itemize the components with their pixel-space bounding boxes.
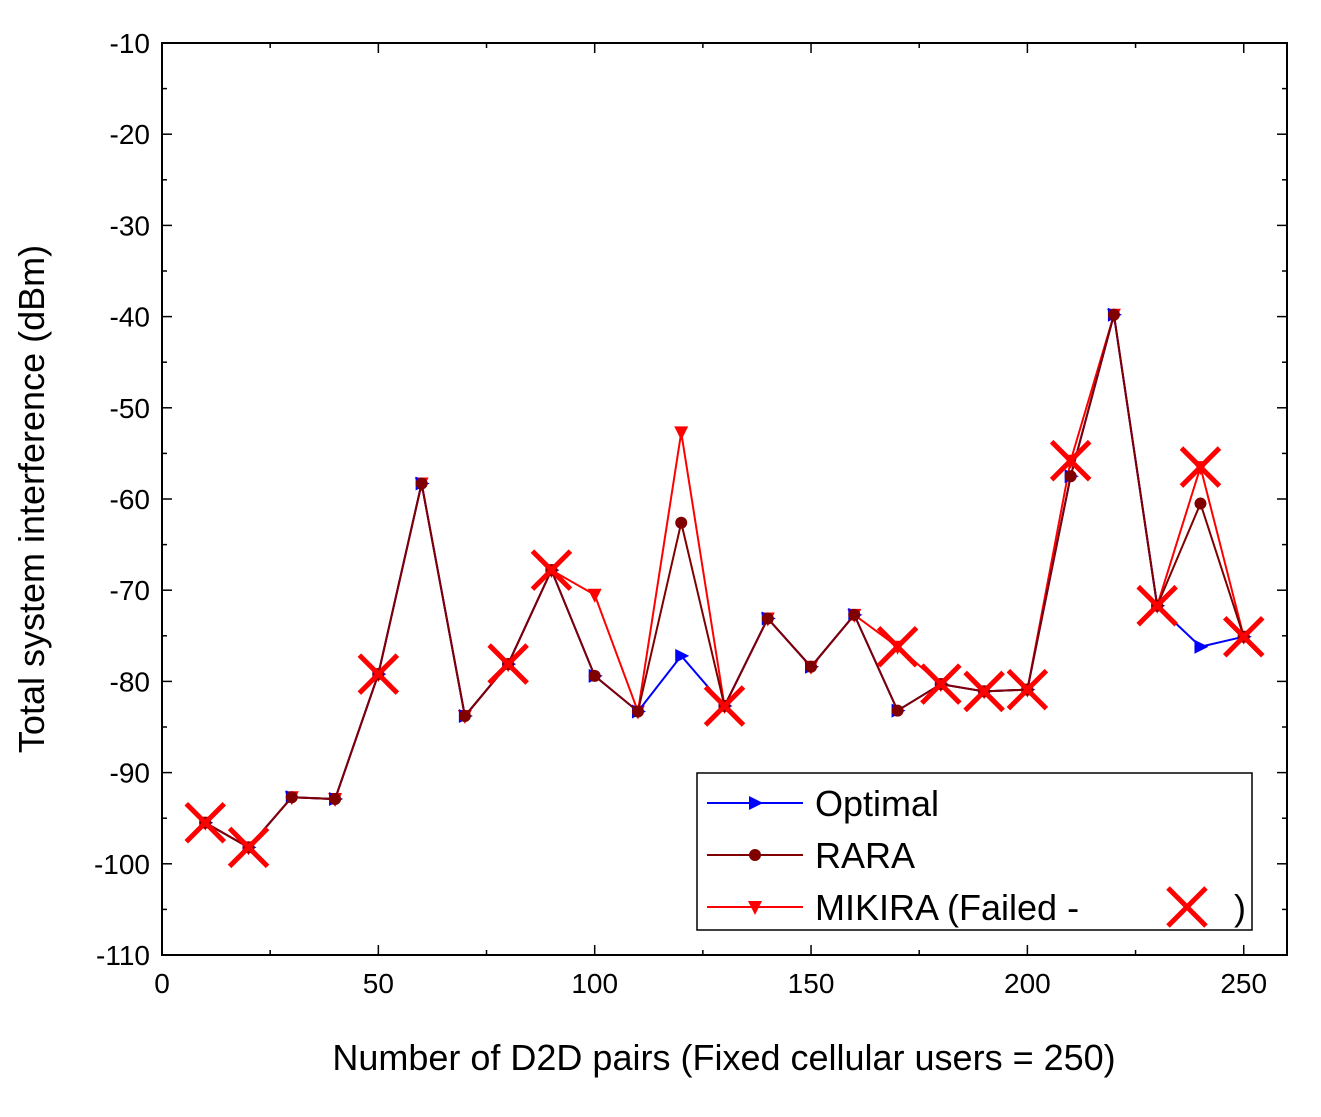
legend-box [696,772,1253,931]
failed-cross-icon [184,801,227,844]
data-point [805,660,818,673]
legend-marker [749,849,761,861]
legend-label: MIKIRA (Failed - [815,887,1079,928]
legend-marker [749,796,763,810]
data-point [1194,639,1209,654]
data-point [891,704,904,717]
failed-cross-icon [1179,446,1222,488]
x-axis-title: Number of D2D pairs (Fixed cellular user… [332,1037,1115,1078]
failed-cross-icon [1006,668,1049,711]
y-tick-label: -20 [110,119,150,150]
failed-cross-icon [920,663,962,705]
data-point [329,793,342,806]
failed-cross-icon [963,670,1005,713]
y-tick-label: -80 [110,666,150,697]
data-point [675,516,688,529]
y-tick-label: -100 [94,849,150,880]
y-tick-label: -70 [110,575,150,606]
legend-item: RARA [707,835,915,876]
legend-label: RARA [815,835,915,876]
y-axis-title: Total system interference (dBm) [11,245,52,753]
data-point [674,426,689,441]
legend: Optimal RARA MIKIRA (Failed - ) [696,772,1253,931]
data-point [1194,497,1207,510]
failed-cross-icon [876,625,919,668]
data-point [675,648,690,663]
x-tick-label: 200 [1004,968,1051,999]
legend-items: Optimal RARA MIKIRA (Failed - ) [707,783,1246,928]
y-tick-label: -90 [110,758,150,789]
failed-cross-icon [227,826,270,869]
legend-label-suffix: ) [1234,887,1246,928]
x-tick-label: 150 [788,968,835,999]
x-tick-label: 50 [363,968,394,999]
data-point [415,477,428,490]
legend-cross-icon [1166,886,1208,928]
data-point [285,791,298,804]
data-point [1064,470,1077,483]
data-point [631,705,644,718]
data-point [1107,308,1120,321]
series-line [204,314,1245,849]
series-line [204,314,1244,849]
failed-markers [184,439,1265,869]
x-tick-label: 0 [154,968,170,999]
series-layer [184,307,1265,869]
x-tick-label: 100 [571,968,618,999]
y-tick-label: -60 [110,484,150,515]
legend-label: Optimal [815,783,939,824]
y-tick-label: -30 [110,210,150,241]
data-point [588,669,601,682]
series-line [204,314,1245,849]
failed-cross-icon [1136,584,1178,627]
failed-cross-icon [1049,439,1092,482]
failed-cross-icon [487,643,529,685]
y-tick-label: -10 [110,28,150,59]
failed-cross-icon [703,685,746,727]
failed-cross-icon [357,653,400,695]
data-point [587,588,602,603]
legend-item: MIKIRA (Failed - ) [707,886,1246,928]
ticks-layer: 0 50 100 150 200 250 -110 -100 -90 -80 -70 -60 -50 -4… [94,28,1287,999]
data-point [848,608,861,621]
data-point [761,612,774,625]
legend-item: Optimal [707,783,939,824]
x-tick-label: 250 [1220,968,1267,999]
y-tick-label: -110 [96,940,150,971]
legend-marker [748,901,762,915]
y-tick-label: -50 [110,393,150,424]
data-point [458,710,471,723]
failed-cross-icon [1222,615,1265,658]
y-tick-label: -40 [110,302,150,333]
failed-cross-icon [530,549,573,591]
